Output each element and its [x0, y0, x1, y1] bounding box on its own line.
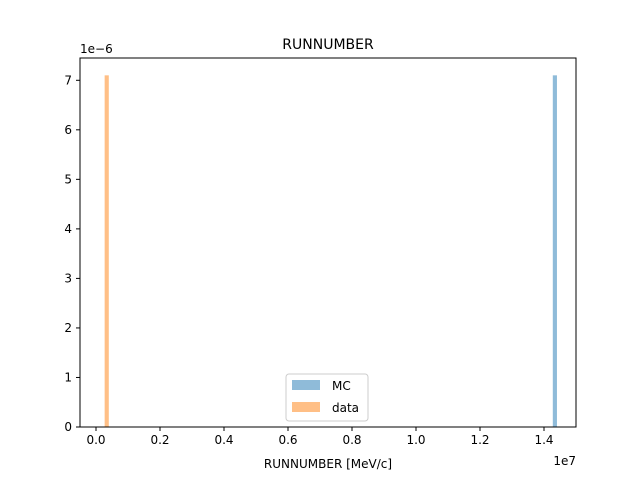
y-tick-label: 1 — [64, 370, 72, 384]
axes-frame — [79, 57, 577, 428]
x-tick-label: 1.4 — [534, 433, 553, 447]
y-scale-label: 1e−6 — [80, 42, 113, 56]
x-scale-label: 1e7 — [553, 454, 576, 468]
x-tick-label: 0.6 — [278, 433, 297, 447]
x-axis-label: RUNNUMBER [MeV/c] — [264, 457, 392, 471]
y-tick-label: 4 — [64, 222, 72, 236]
x-tick-label: 0.2 — [150, 433, 169, 447]
chart-title: RUNNUMBER — [282, 37, 374, 53]
x-tick-label: 0.8 — [342, 433, 361, 447]
x-tick-label: 0.0 — [86, 433, 105, 447]
y-tick-label: 6 — [64, 123, 72, 137]
x-tick-label: 0.4 — [214, 433, 233, 447]
y-tick-label: 5 — [64, 172, 72, 186]
legend-swatch-mc — [292, 380, 320, 390]
y-tick-label: 7 — [64, 73, 72, 87]
legend-swatch-data — [292, 402, 320, 412]
x-axis-ticks: 0.0 0.2 0.4 0.6 0.8 1.0 1.2 1.4 — [86, 427, 554, 447]
x-tick-label: 1.0 — [406, 433, 425, 447]
y-axis-ticks: 0 1 2 3 4 5 6 7 — [64, 73, 80, 434]
x-tick-label: 1.2 — [470, 433, 489, 447]
y-tick-label: 3 — [64, 271, 72, 285]
legend: MC data — [285, 373, 369, 422]
y-tick-label: 2 — [64, 321, 72, 335]
bar-mc-0 — [552, 75, 557, 427]
bar-data-0 — [104, 75, 109, 427]
legend-label-mc: MC — [332, 379, 351, 393]
legend-label-data: data — [332, 401, 359, 415]
bars-layer — [104, 75, 557, 427]
y-tick-label: 0 — [64, 420, 72, 434]
